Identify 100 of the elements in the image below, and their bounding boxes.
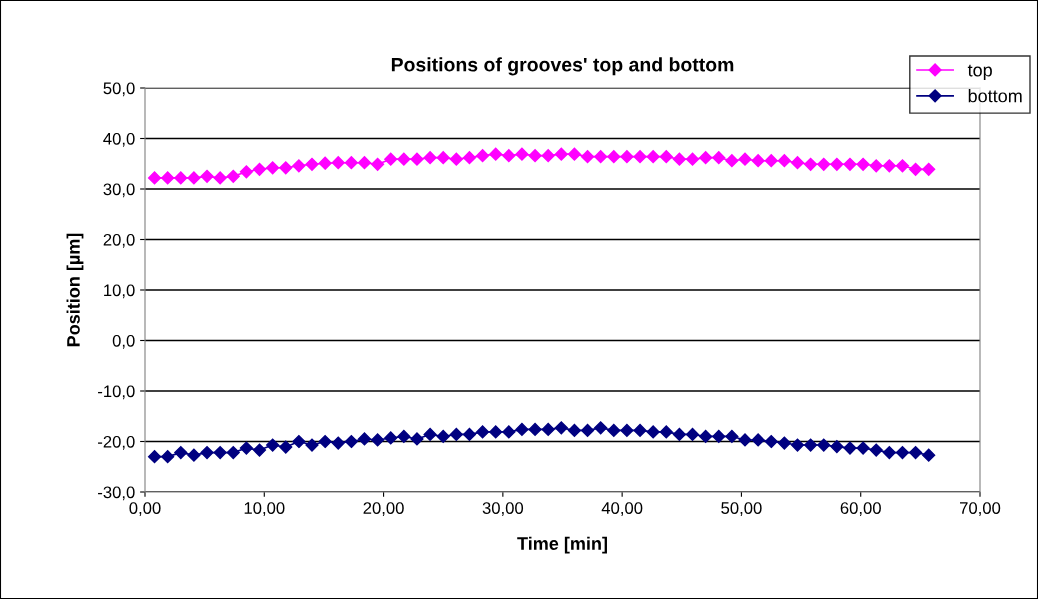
point	[161, 171, 175, 185]
point	[436, 429, 450, 444]
point	[699, 151, 713, 165]
point	[147, 450, 162, 464]
point	[738, 152, 752, 166]
point	[174, 171, 188, 185]
point	[318, 434, 332, 449]
x-tick-label: 70,00	[960, 502, 1001, 516]
point	[266, 161, 280, 175]
point	[633, 150, 647, 164]
point	[908, 446, 923, 460]
point	[594, 421, 608, 435]
point	[751, 433, 765, 447]
point	[475, 425, 490, 439]
point	[620, 150, 634, 164]
y-tick-label: -10,0	[98, 385, 135, 400]
point	[279, 440, 293, 454]
point	[699, 429, 713, 444]
point	[213, 446, 227, 460]
point	[200, 446, 214, 460]
y-tick-label: -30,0	[98, 486, 135, 501]
point	[187, 448, 201, 462]
point	[869, 443, 883, 457]
point	[672, 427, 686, 442]
legend-label: bottom	[968, 89, 1022, 103]
point	[843, 157, 857, 171]
point	[817, 157, 831, 171]
point	[712, 429, 726, 444]
point	[554, 421, 568, 435]
point	[685, 152, 700, 166]
point	[685, 427, 700, 442]
legend-label: top	[967, 64, 992, 81]
point	[659, 150, 673, 164]
point	[371, 157, 385, 171]
point	[830, 439, 844, 454]
point	[528, 422, 542, 436]
point	[239, 441, 253, 455]
point	[449, 427, 463, 442]
point	[161, 450, 175, 464]
x-tick-label: 40,00	[601, 502, 643, 516]
point	[567, 423, 582, 437]
point	[266, 438, 280, 452]
point	[489, 425, 503, 439]
point	[423, 151, 437, 165]
point	[187, 171, 201, 185]
point	[279, 161, 293, 175]
chart-title: Positions of grooves' top and bottom	[391, 57, 734, 76]
point	[305, 157, 319, 171]
point	[764, 434, 778, 449]
point	[436, 151, 450, 165]
point	[580, 423, 595, 437]
point	[344, 434, 358, 449]
point	[620, 423, 634, 437]
x-tick-label: 50,00	[721, 502, 762, 516]
point	[869, 159, 883, 173]
point	[922, 448, 936, 462]
point	[462, 151, 477, 165]
point	[882, 159, 896, 173]
point	[554, 147, 568, 161]
point	[725, 154, 739, 168]
point	[567, 147, 582, 161]
point	[646, 425, 660, 439]
point	[252, 443, 267, 457]
point	[751, 154, 765, 168]
point	[580, 150, 595, 164]
point	[384, 431, 398, 445]
point	[594, 150, 608, 164]
point	[659, 425, 673, 439]
point	[633, 423, 647, 437]
point	[908, 162, 923, 176]
y-tick-label: 10,0	[104, 284, 135, 299]
y-tick-label: 30,0	[103, 183, 135, 198]
point	[777, 154, 791, 168]
point	[305, 438, 319, 452]
x-tick-label: 0,00	[129, 502, 161, 516]
point	[515, 422, 529, 436]
point	[882, 446, 896, 460]
point	[817, 438, 831, 452]
y-tick-label: 0,0	[112, 334, 135, 349]
x-tick-label: 20,00	[363, 502, 404, 516]
point	[226, 446, 240, 460]
x-tick-label: 60,00	[840, 502, 881, 516]
point	[384, 152, 398, 166]
point	[528, 149, 542, 163]
point	[200, 169, 214, 183]
point	[712, 151, 726, 165]
point	[502, 149, 516, 163]
x-tick-label: 10,00	[244, 502, 285, 516]
y-tick-label: 40,0	[103, 132, 135, 147]
point	[213, 171, 227, 185]
point	[515, 147, 529, 161]
point	[607, 150, 621, 164]
point	[541, 149, 555, 163]
point	[843, 441, 857, 455]
point	[672, 152, 686, 166]
point	[804, 438, 818, 452]
point	[397, 152, 411, 166]
point	[410, 432, 424, 446]
point	[856, 441, 870, 455]
point	[607, 423, 621, 437]
